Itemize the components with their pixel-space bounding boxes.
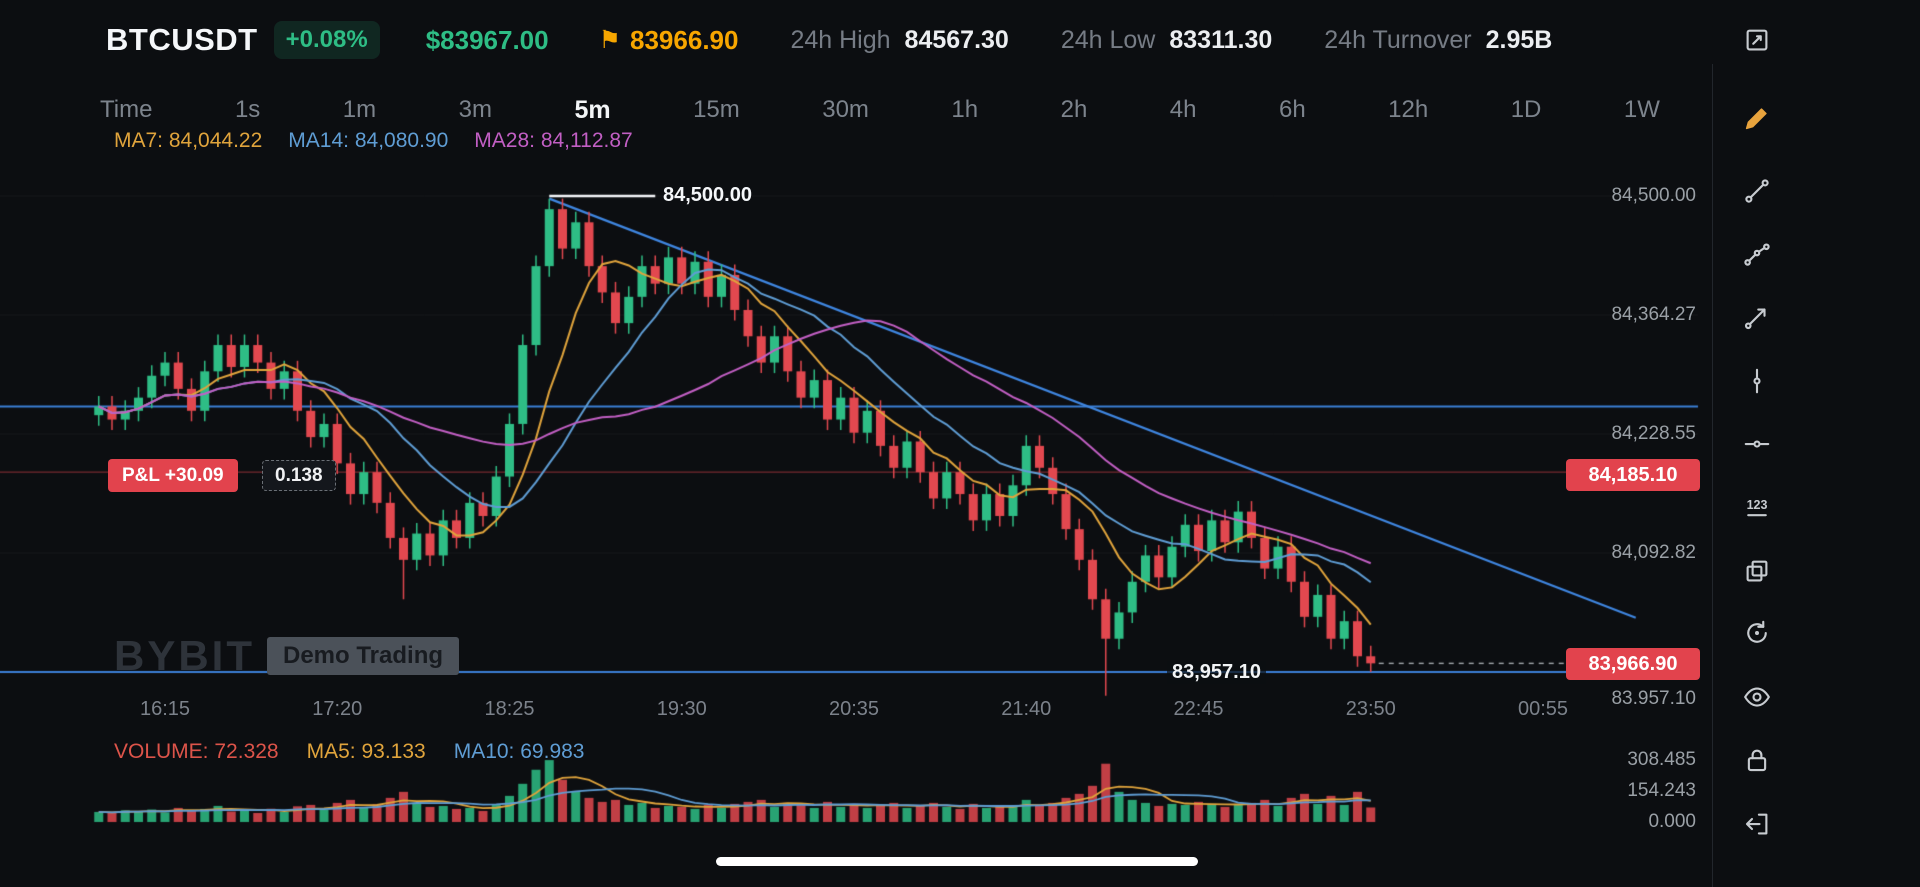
time-axis-label: 21:40 (1001, 698, 1052, 720)
stat-value: 83311.30 (1169, 25, 1273, 54)
tab-4h[interactable]: 4h (1169, 96, 1197, 123)
time-axis-label: 17:20 (312, 698, 363, 720)
stat-label: 24h Turnover (1324, 25, 1472, 54)
tab-1s[interactable]: 1s (234, 96, 261, 123)
tab-3m[interactable]: 3m (458, 96, 492, 123)
numbers-icon[interactable]: 123 (1735, 485, 1779, 529)
price-axis-label: 84,364.27 (1611, 303, 1696, 325)
stat-24h-turnover: 24h Turnover 2.95B (1324, 26, 1552, 55)
volume-chart-canvas[interactable] (0, 756, 1712, 824)
time-axis-label: 18:25 (484, 698, 535, 720)
screenshot-icon[interactable] (1735, 18, 1779, 62)
horizontal-line-icon[interactable] (1735, 422, 1779, 466)
toolbar-divider (1712, 64, 1713, 887)
lock-icon[interactable] (1735, 738, 1779, 782)
flag-icon: ⚑ (598, 26, 622, 54)
demo-trading-badge: Demo Trading (267, 637, 460, 675)
price-chart-area: BYBIT Demo Trading 84,500.00 P&L +30.09 … (0, 170, 1712, 704)
tab-time[interactable]: Time (100, 96, 153, 123)
multipoint-icon[interactable] (1735, 231, 1779, 275)
home-indicator[interactable] (716, 857, 1198, 866)
tab-1h[interactable]: 1h (951, 96, 979, 123)
stat-value: 2.95B (1485, 25, 1553, 54)
volume-indicator: VOLUME: 72.328 (114, 740, 279, 763)
volume-indicator-row: VOLUME: 72.328 MA5: 93.133 MA10: 69.983 (114, 740, 584, 764)
svg-text:123: 123 (1747, 498, 1768, 512)
ma14-indicator: MA14: 84,080.90 (288, 129, 449, 152)
watermark: BYBIT Demo Trading (114, 632, 460, 680)
mark-price-wrap: ⚑ 83966.90 (599, 25, 739, 56)
exit-icon[interactable] (1735, 802, 1779, 846)
tab-1d[interactable]: 1D (1510, 96, 1542, 123)
price-axis-label: 84,228.55 (1611, 422, 1696, 444)
tab-5m[interactable]: 5m (574, 95, 611, 124)
time-axis-label: 20:35 (828, 698, 880, 720)
undo-icon[interactable] (1735, 611, 1779, 655)
tab-1m[interactable]: 1m (342, 96, 377, 123)
trendline-icon[interactable] (1735, 169, 1779, 213)
pencil-icon[interactable] (1735, 96, 1779, 140)
entry-price-tag: 84,185.10 (1566, 459, 1700, 491)
support-line-label: 83,957.10 (1167, 661, 1266, 684)
time-axis-label: 16:15 (139, 698, 191, 720)
symbol-title: BTCUSDT (106, 22, 258, 57)
tab-15m[interactable]: 15m (693, 96, 740, 123)
stat-24h-low: 24h Low 83311.30 (1061, 26, 1272, 55)
vertical-line-icon[interactable] (1735, 359, 1779, 403)
tab-2h[interactable]: 2h (1060, 96, 1088, 123)
time-axis: 16:15 17:20 18:25 19:30 20:35 21:40 22:45 23:50… (0, 698, 1712, 722)
time-axis-label: 00:55 (1517, 698, 1569, 720)
stat-label: 24h Low (1060, 25, 1156, 54)
high-level-label: 84,500.00 (663, 184, 752, 206)
time-axis-label: 19:30 (656, 698, 707, 720)
usd-price: $83967.00 (425, 24, 549, 55)
mark-price: 83966.90 (630, 24, 739, 55)
price-axis-label: 84,500.00 (1611, 185, 1696, 206)
tab-1w[interactable]: 1W (1623, 96, 1660, 123)
price-axis-label: 84,092.82 (1611, 541, 1696, 563)
watermark-brand: BYBIT (114, 632, 255, 679)
ma28-indicator: MA28: 84,112.87 (474, 129, 633, 152)
eye-icon[interactable] (1735, 675, 1779, 719)
stat-value: 84567.30 (904, 25, 1009, 54)
timeframe-tabs: Time 1s 1m 3m 5m 15m 30m 1h 2h 4h 6h 12h 1D 1W (100, 94, 1660, 126)
copy-icon[interactable] (1735, 549, 1779, 593)
change-badge: +0.08% (273, 21, 380, 59)
tab-30m[interactable]: 30m (822, 96, 869, 123)
position-qty-badge[interactable]: 0.138 (262, 460, 336, 491)
volume-ma5-indicator: MA5: 93.133 (306, 740, 426, 763)
tab-12h[interactable]: 12h (1388, 96, 1429, 123)
trend-arrow-icon[interactable] (1735, 295, 1779, 339)
price-chart-canvas[interactable] (0, 170, 1712, 704)
ma7-indicator: MA7: 84,044.22 (114, 129, 263, 152)
header: BTCUSDT +0.08% $83967.00 ⚑ 83966.90 24h … (106, 14, 1708, 66)
stat-24h-high: 24h High 84567.30 (790, 26, 1008, 55)
pnl-badge[interactable]: P&L +30.09 (108, 459, 238, 492)
volume-ma10-indicator: MA10: 69.983 (453, 740, 585, 763)
stat-label: 24h High (790, 25, 891, 54)
time-axis-label: 22:45 (1173, 698, 1224, 720)
clipped-axis-label: 83,957.10 (1611, 688, 1696, 704)
ma-indicator-row: MA7: 84,044.22 MA14: 84,080.90 MA28: 84,… (114, 129, 633, 153)
last-price-tag: 83,966.90 (1566, 648, 1700, 680)
time-axis-label: 23:50 (1345, 698, 1396, 720)
tab-6h[interactable]: 6h (1278, 96, 1306, 123)
